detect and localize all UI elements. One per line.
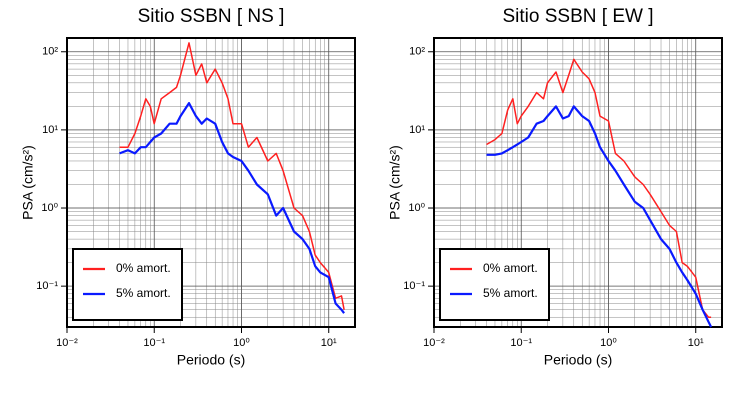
chart-title: Sitio SSBN [ EW ] xyxy=(503,6,654,27)
legend-label: 5% amort. xyxy=(483,286,538,300)
x-tick-label: 10⁻¹ xyxy=(510,337,532,349)
legend: 0% amort. 5% amort. xyxy=(439,248,550,321)
y-axis-label: PSA (cm/s²) xyxy=(20,145,36,220)
y-tick-label: 10² xyxy=(42,46,58,58)
x-tick-label: 10¹ xyxy=(321,337,337,349)
x-tick-label: 10⁻² xyxy=(423,337,445,349)
x-tick-label: 10⁰ xyxy=(600,337,617,349)
legend-box xyxy=(72,248,183,321)
y-tick-label: 10² xyxy=(409,46,425,58)
plot-frame xyxy=(433,37,723,328)
y-tick-label: 10⁰ xyxy=(408,202,425,214)
y-tick-label: 10⁰ xyxy=(41,202,58,214)
chart-title: Sitio SSBN [ NS ] xyxy=(138,6,285,27)
x-axis-label: Periodo (s) xyxy=(177,352,245,368)
legend-label: 0% amort. xyxy=(116,261,171,275)
x-tick-label: 10⁻¹ xyxy=(143,337,165,349)
x-tick-label: 10⁻² xyxy=(56,337,78,349)
y-tick-label: 10⁻¹ xyxy=(36,280,58,292)
legend-label: 0% amort. xyxy=(483,261,538,275)
legend: 0% amort. 5% amort. xyxy=(72,248,183,321)
y-tick-label: 10⁻¹ xyxy=(403,280,425,292)
legend-box xyxy=(439,248,550,321)
chart: Sitio SSBN [ NS ] Periodo (s) PSA (cm/s²) 1… xyxy=(20,6,356,368)
series-line xyxy=(119,42,345,310)
series-line xyxy=(486,58,712,318)
series-line xyxy=(486,105,713,328)
x-tick-label: 10¹ xyxy=(688,337,704,349)
series-line xyxy=(119,101,345,314)
y-tick-label: 10¹ xyxy=(42,124,58,136)
y-axis-label: PSA (cm/s²) xyxy=(387,145,403,220)
x-axis-label: Periodo (s) xyxy=(544,352,612,368)
x-tick-label: 10⁰ xyxy=(233,337,250,349)
chart: Sitio SSBN [ EW ] Periodo (s) PSA (cm/s²) 1… xyxy=(387,6,723,368)
legend-label: 5% amort. xyxy=(116,286,171,300)
plot-frame xyxy=(66,37,356,328)
y-tick-label: 10¹ xyxy=(409,124,425,136)
